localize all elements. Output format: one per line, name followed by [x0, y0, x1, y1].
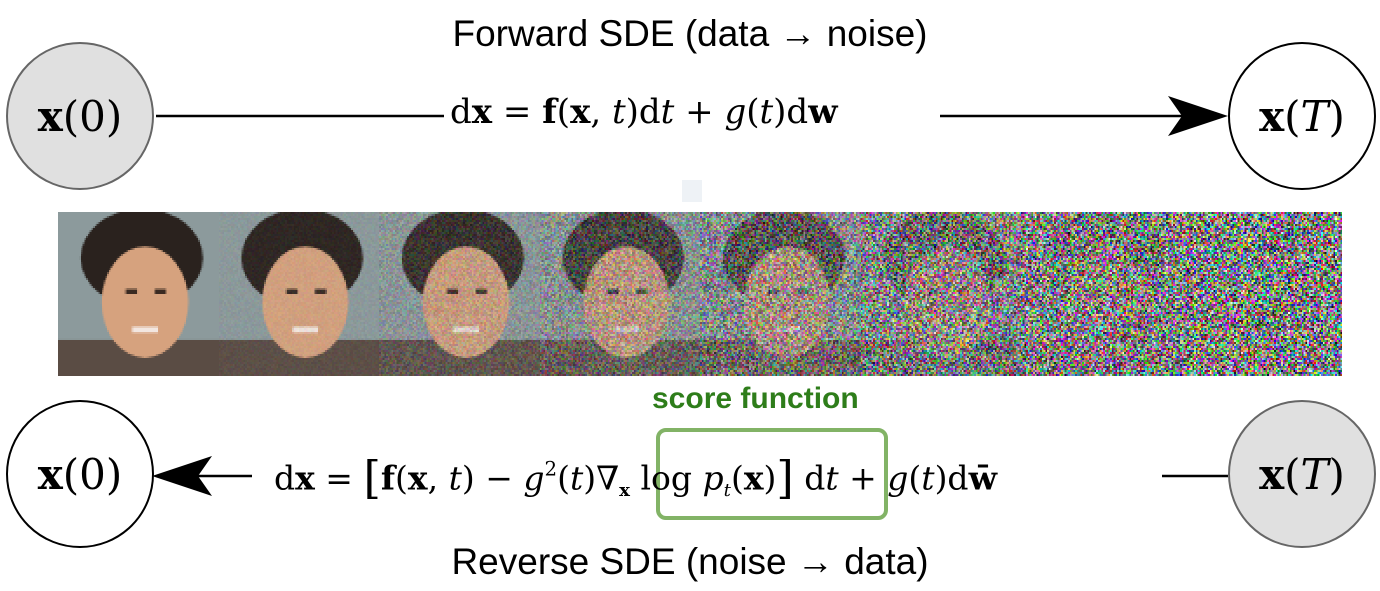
noise-frame-6 — [860, 212, 1021, 376]
forward-arrow — [940, 96, 1228, 136]
noise-frame-8 — [1181, 212, 1342, 376]
score-function-label: score function — [652, 382, 859, 415]
noise-frame-3 — [379, 212, 540, 376]
forward-sde-title: Forward SDE (data → noise) — [452, 13, 928, 54]
reverse-start-node: x(T) — [1228, 400, 1376, 548]
reverse-sde-equation: dx = [f(x, t) − g2(t)∇x log pt(x)] dt + … — [274, 452, 997, 504]
reverse-end-node: x (0) — [6, 400, 154, 548]
reverse-sde-title: Reverse SDE (noise → data) — [451, 541, 929, 582]
reverse-arrow — [152, 456, 252, 496]
noise-frame-1 — [58, 212, 219, 376]
forward-end-node: x(T) — [1228, 42, 1376, 190]
noise-frame-7 — [1021, 212, 1182, 376]
faint-artifact — [682, 180, 702, 202]
noise-frame-2 — [218, 212, 379, 376]
noise-frame-4 — [539, 212, 700, 376]
noise-progression-strip — [58, 212, 1342, 376]
forward-start-node: x (0) — [6, 42, 154, 190]
forward-sde-equation: dx = f(x, t)dt + g(t)dw — [450, 92, 838, 132]
score-function-highlight — [656, 428, 888, 520]
noise-frame-5 — [700, 212, 861, 376]
